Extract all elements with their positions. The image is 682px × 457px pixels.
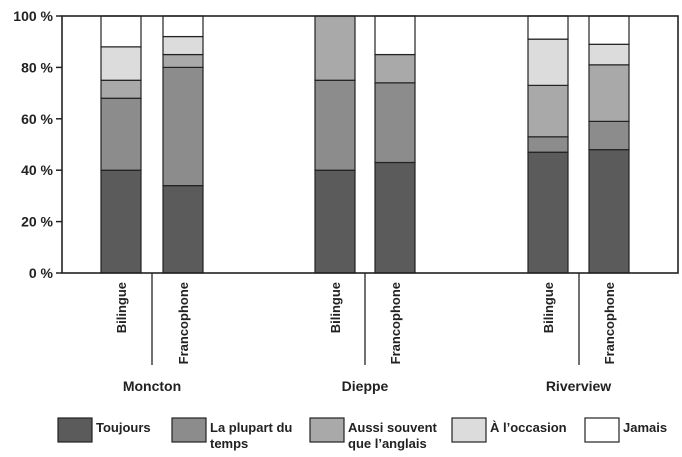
category-label: Bilingue	[328, 282, 343, 333]
bar-segment	[527, 136, 569, 153]
legend-label: Jamais	[623, 420, 667, 435]
legend-swatch	[171, 417, 207, 443]
bar-segment	[314, 79, 356, 171]
bar-segment	[588, 64, 630, 122]
y-tick-label: 100 %	[13, 8, 53, 24]
bar-segment	[100, 46, 142, 81]
bar-segment	[374, 53, 416, 84]
plot-frame	[61, 15, 679, 365]
bar-segment	[527, 38, 569, 86]
legend-label: La plupart du temps	[210, 420, 292, 451]
bar-segment	[588, 43, 630, 66]
legend-swatch	[451, 417, 487, 443]
bar-segment	[588, 120, 630, 151]
y-tick-label: 20 %	[21, 214, 53, 230]
category-label: Bilingue	[541, 282, 556, 333]
bar-segment	[162, 35, 204, 56]
legend-swatch	[584, 417, 620, 443]
bar-segment	[100, 15, 142, 48]
plot-border	[61, 15, 679, 274]
bar-segment	[374, 82, 416, 164]
y-tick-label: 60 %	[21, 111, 53, 127]
bar-segment	[162, 185, 204, 274]
bar-segment	[100, 169, 142, 274]
category-label: Bilingue	[114, 282, 129, 333]
bars	[100, 15, 630, 274]
category-label: Francophone	[176, 282, 191, 364]
legend-swatch	[57, 417, 93, 443]
category-label: Francophone	[602, 282, 617, 364]
bar-segment	[527, 84, 569, 138]
group-label: Riverview	[546, 378, 611, 394]
y-tick-label: 80 %	[21, 59, 53, 75]
y-axis: 0 % 20 % 40 % 60 % 80 % 100 %	[13, 8, 62, 281]
bar-segment	[100, 97, 142, 171]
bar-segment	[588, 15, 630, 45]
legend-label: Toujours	[96, 420, 151, 435]
legend-label: À l’occasion	[490, 420, 567, 435]
legend-label: Aussi souvent que l’anglais	[348, 420, 438, 451]
y-tick-label: 40 %	[21, 162, 53, 178]
bar-segment	[374, 161, 416, 274]
group-label: Dieppe	[342, 378, 389, 394]
group-label: Moncton	[123, 378, 181, 394]
bar-segment	[162, 53, 204, 68]
bar-segment	[314, 169, 356, 274]
bar-segment	[527, 15, 569, 40]
category-label: Francophone	[388, 282, 403, 364]
bar-segment	[100, 79, 142, 99]
category-labels: Bilingue Francophone Bilingue Francophone Bi…	[114, 282, 617, 364]
group-labels: Moncton Dieppe Riverview	[123, 378, 611, 394]
bar-segment	[162, 15, 204, 38]
bar-segment	[162, 66, 204, 187]
legend-swatch	[309, 417, 345, 443]
bar-segment	[374, 15, 416, 56]
y-tick-label: 0 %	[29, 265, 54, 281]
legend: Toujours La plupart du temps Aussi souvent q…	[57, 417, 667, 451]
bar-segment	[588, 149, 630, 274]
bar-segment	[527, 151, 569, 274]
bar-segment	[314, 15, 356, 81]
